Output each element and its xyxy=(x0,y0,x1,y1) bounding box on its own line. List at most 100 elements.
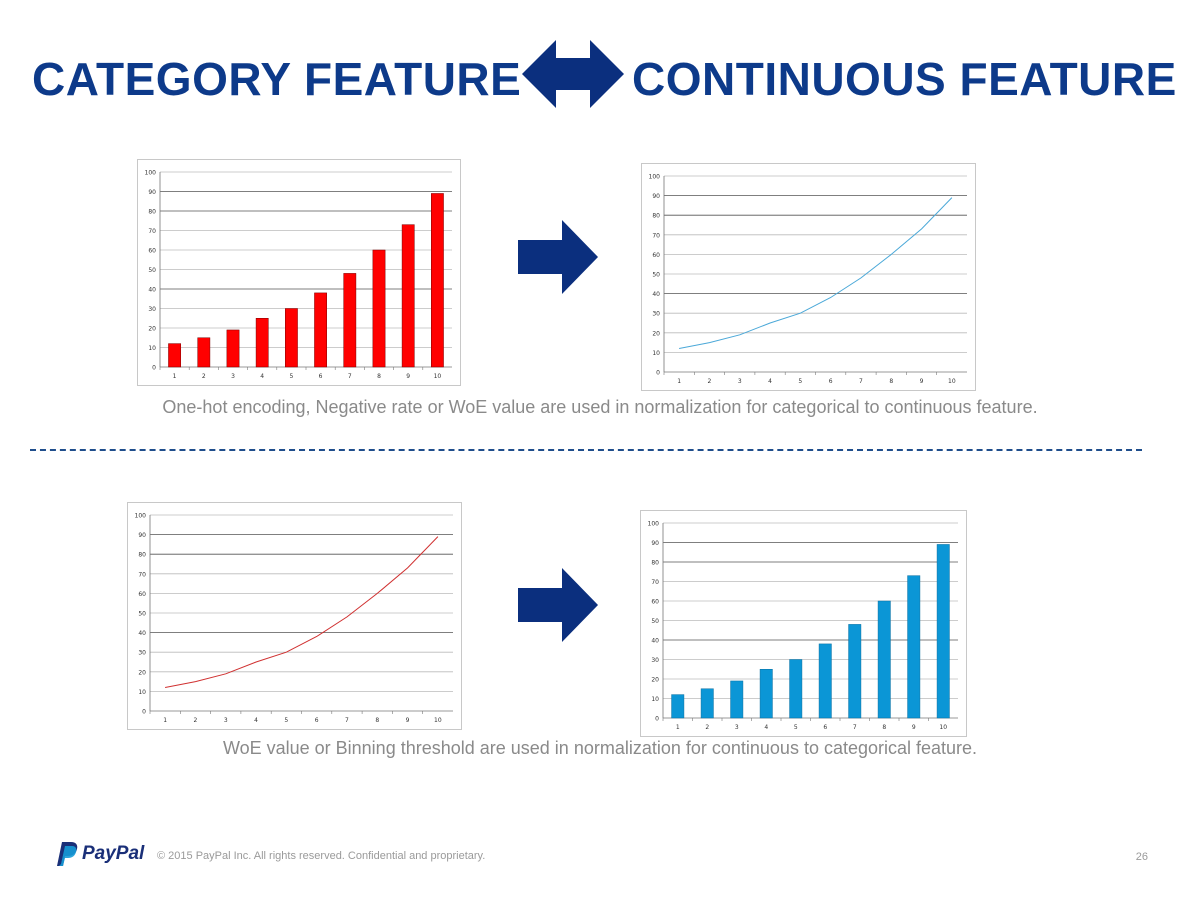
bar xyxy=(848,624,862,719)
paypal-logo: PayPal xyxy=(56,840,144,868)
x-tick-label: 7 xyxy=(853,724,857,731)
bar xyxy=(285,308,298,368)
right-arrow-icon xyxy=(518,220,598,294)
x-tick-label: 3 xyxy=(735,724,739,731)
title-category-feature: CATEGORY FEATURE xyxy=(32,53,522,105)
y-tick-label: 100 xyxy=(135,513,147,520)
paypal-logo-icon xyxy=(57,842,78,866)
y-tick-label: 70 xyxy=(138,571,146,578)
bar xyxy=(730,680,744,719)
y-tick-label: 70 xyxy=(148,228,156,235)
x-tick-label: 6 xyxy=(315,717,319,724)
chart-svg-2: 0 10 20 30 40 50 60 70 80 90 100 1 2 3 4 5 6 7 8 9 10 xyxy=(649,174,967,385)
x-tick-label: 3 xyxy=(224,717,228,724)
y-tick-label: 60 xyxy=(138,591,146,598)
y-tick-label: 80 xyxy=(651,560,659,567)
y-tick-label: 0 xyxy=(656,370,660,377)
x-tick-label: 10 xyxy=(939,724,947,731)
bar xyxy=(936,544,950,719)
y-tick-label: 60 xyxy=(652,252,660,259)
chart-svg-3: 0 10 20 30 40 50 60 70 80 90 100 1 2 3 4 5 6 7 8 9 10 xyxy=(135,513,453,724)
y-tick-label: 90 xyxy=(148,189,156,196)
y-tick-label: 40 xyxy=(138,630,146,637)
left-right-arrow-icon xyxy=(522,40,624,108)
y-tick-label: 30 xyxy=(651,657,659,664)
x-tick-label: 5 xyxy=(289,373,293,380)
x-tick-label: 6 xyxy=(319,373,323,380)
x-tick-label: 7 xyxy=(345,717,349,724)
y-tick-label: 60 xyxy=(148,248,156,255)
y-tick-label: 10 xyxy=(651,696,659,703)
x-tick-label: 2 xyxy=(202,373,206,380)
x-tick-label: 1 xyxy=(677,378,681,385)
bar xyxy=(401,224,415,368)
x-tick-label: 7 xyxy=(859,378,863,385)
x-tick-label: 8 xyxy=(889,378,893,385)
x-tick-label: 10 xyxy=(434,717,442,724)
y-tick-label: 60 xyxy=(651,599,659,606)
y-tick-label: 50 xyxy=(148,267,156,274)
bar xyxy=(255,318,269,368)
y-tick-label: 40 xyxy=(652,291,660,298)
y-tick-label: 90 xyxy=(138,532,146,539)
chart-continuous-line-blue: 0 10 20 30 40 50 60 70 80 90 100 1 2 3 4 5 6 7 8 9 10 xyxy=(641,163,976,391)
x-tick-label: 7 xyxy=(348,373,352,380)
y-tick-label: 10 xyxy=(652,350,660,357)
x-tick-label: 3 xyxy=(738,378,742,385)
chart-svg-4: 0 10 20 30 40 50 60 70 80 90 100 1 2 3 4 5 6 7 8 9 10 xyxy=(648,521,958,731)
x-tick-label: 2 xyxy=(194,717,198,724)
x-tick-label: 10 xyxy=(948,378,956,385)
x-tick-label: 4 xyxy=(254,717,258,724)
x-tick-label: 6 xyxy=(829,378,833,385)
chart-continuous-line-red: 0 10 20 30 40 50 60 70 80 90 100 1 2 3 4 5 6 7 8 9 10 xyxy=(127,502,462,730)
bar xyxy=(431,193,444,368)
y-tick-label: 30 xyxy=(652,311,660,318)
x-tick-label: 2 xyxy=(705,724,709,731)
chart-category-bar-blue: 0 10 20 30 40 50 60 70 80 90 100 1 2 3 4 5 6 7 8 9 10 xyxy=(640,510,967,737)
x-tick-label: 5 xyxy=(794,724,798,731)
title-continuous-feature: CONTINUOUS FEATURE xyxy=(632,53,1177,105)
chart-svg-1: 0 10 20 30 40 50 60 70 80 90 100 1 2 3 4 5 6 7 8 9 10 xyxy=(145,170,452,380)
bar xyxy=(197,337,211,368)
y-tick-label: 100 xyxy=(145,170,157,177)
y-tick-label: 20 xyxy=(652,330,660,337)
x-tick-label: 9 xyxy=(406,373,410,380)
bar xyxy=(759,669,773,719)
bar xyxy=(700,688,714,719)
x-tick-label: 10 xyxy=(434,373,442,380)
bar xyxy=(877,600,891,719)
y-tick-label: 40 xyxy=(651,638,659,645)
bar xyxy=(818,643,832,719)
bar xyxy=(789,659,803,719)
caption-top: One-hot encoding, Negative rate or WoE v… xyxy=(162,397,1038,417)
copyright-text: © 2015 PayPal Inc. All rights reserved. … xyxy=(157,850,486,862)
x-tick-label: 8 xyxy=(882,724,886,731)
y-tick-label: 80 xyxy=(148,209,156,216)
section-divider xyxy=(30,449,1142,451)
y-tick-label: 0 xyxy=(655,716,659,723)
bar xyxy=(343,273,357,368)
y-tick-label: 80 xyxy=(138,552,146,559)
x-tick-label: 9 xyxy=(920,378,924,385)
x-tick-label: 9 xyxy=(912,724,916,731)
x-tick-label: 8 xyxy=(375,717,379,724)
x-tick-label: 5 xyxy=(284,717,288,724)
bar xyxy=(314,292,327,368)
bar xyxy=(372,249,386,368)
y-tick-label: 50 xyxy=(138,611,146,618)
page-number: 26 xyxy=(1135,851,1148,863)
x-tick-label: 4 xyxy=(764,724,768,731)
y-tick-label: 30 xyxy=(138,650,146,657)
y-tick-label: 20 xyxy=(148,326,156,333)
x-tick-label: 4 xyxy=(768,378,772,385)
paypal-brand-text: PayPal xyxy=(82,843,145,864)
caption-bottom: WoE value or Binning threshold are used … xyxy=(222,738,978,758)
y-tick-label: 20 xyxy=(138,669,146,676)
right-arrow-icon xyxy=(518,568,598,642)
bar xyxy=(907,575,921,719)
y-tick-label: 40 xyxy=(148,287,156,294)
y-tick-label: 100 xyxy=(649,174,661,181)
y-tick-label: 100 xyxy=(648,521,660,528)
bar xyxy=(226,329,240,368)
y-tick-label: 0 xyxy=(152,365,156,372)
